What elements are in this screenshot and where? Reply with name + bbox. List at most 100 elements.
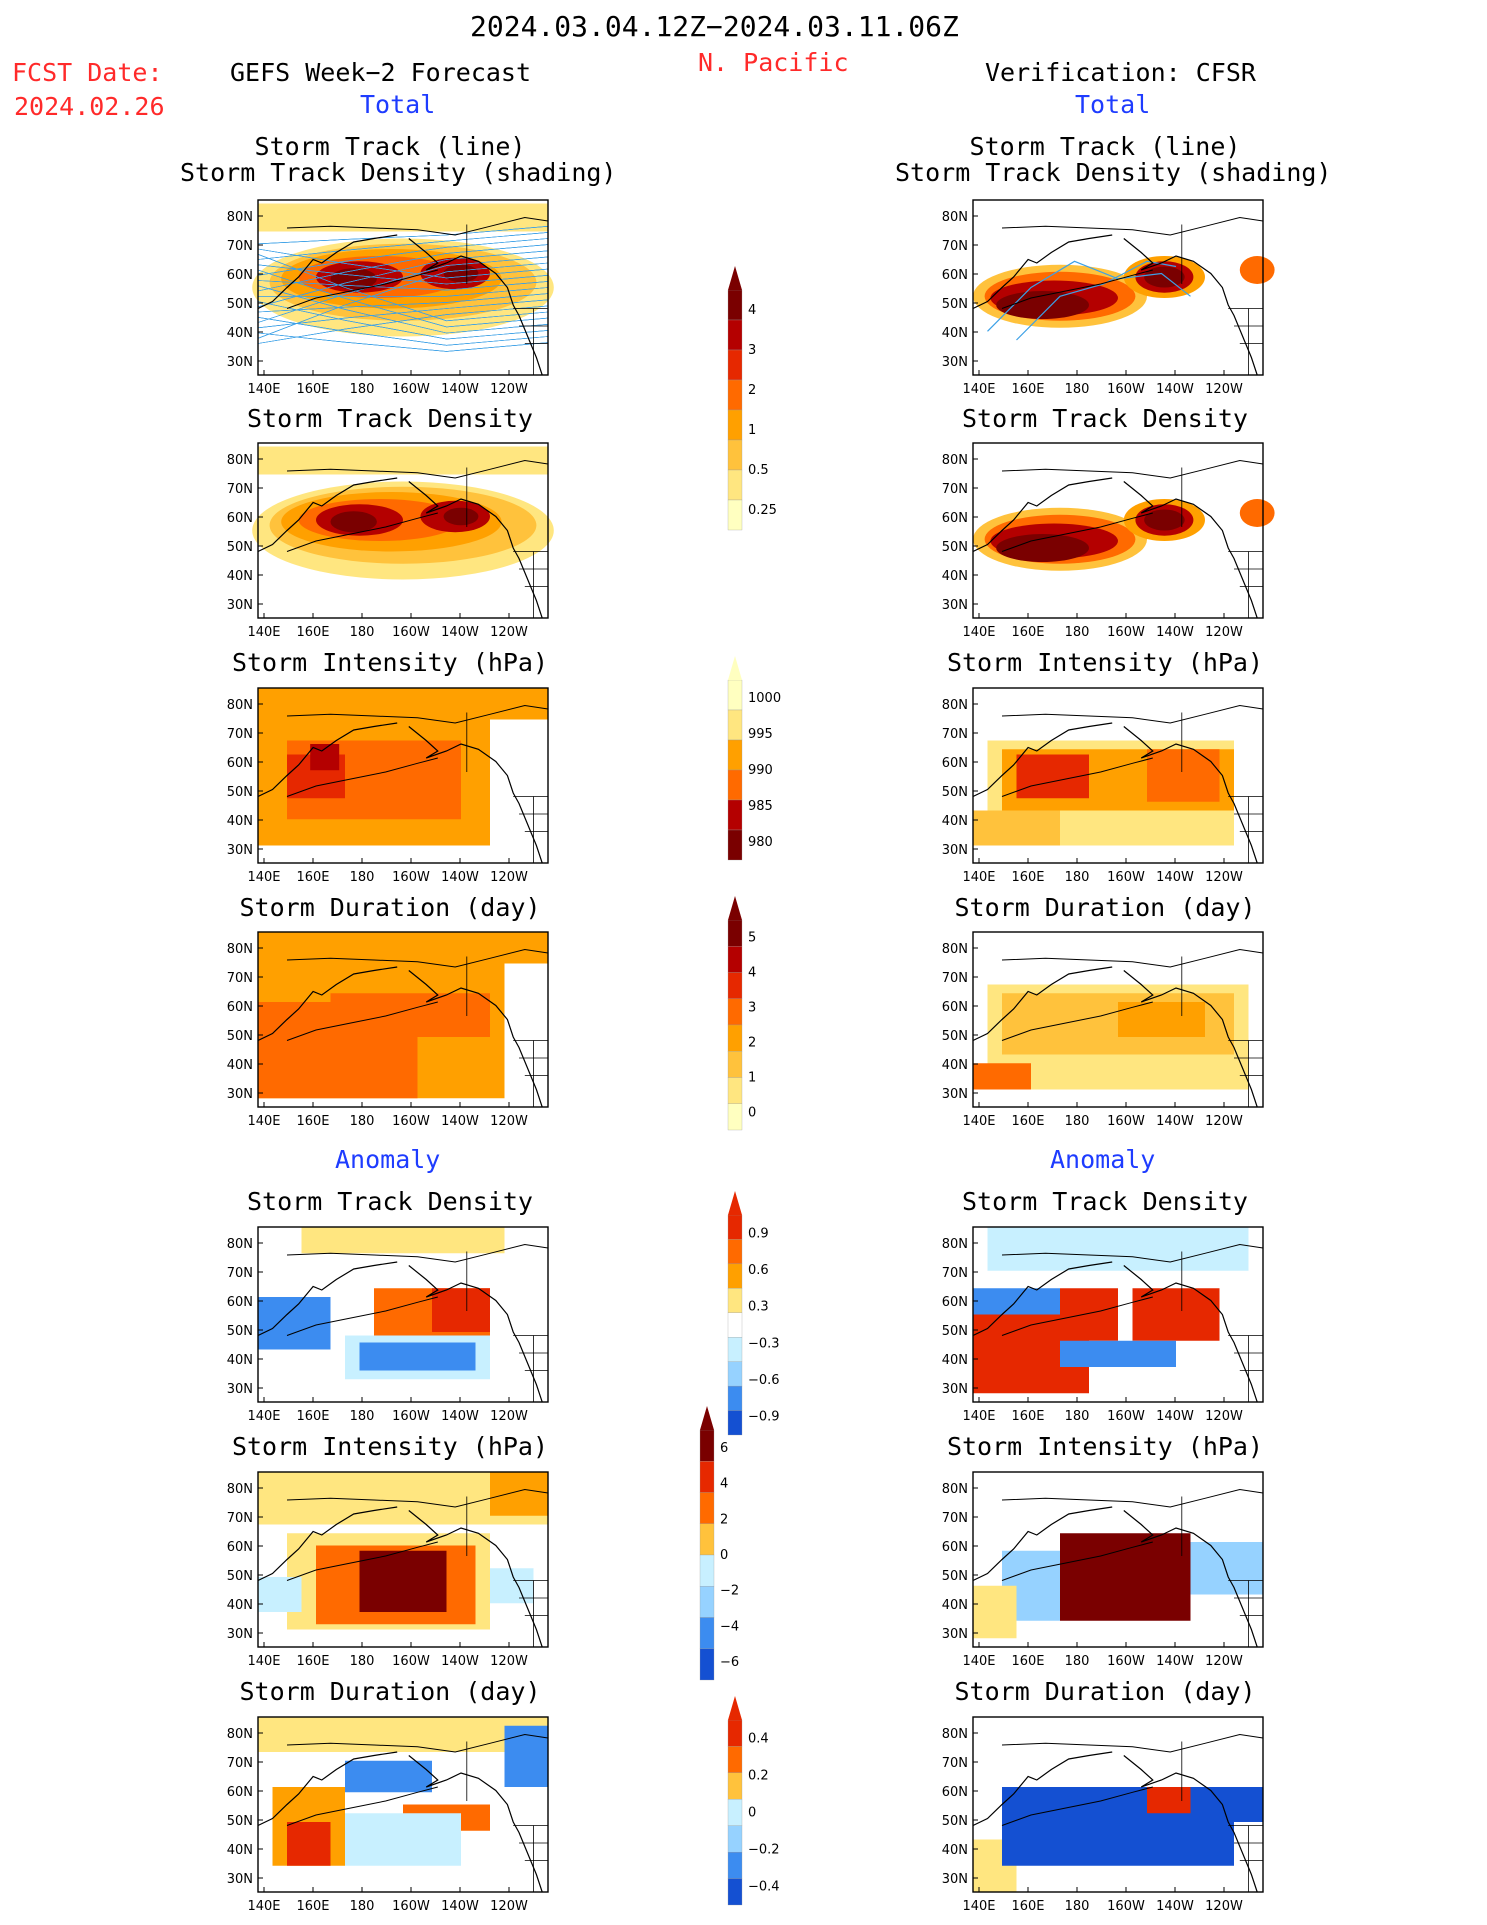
coastline [286,459,549,479]
coastline [1001,1296,1153,1336]
anom-duration-colorbar-label: −0.2 [748,1843,780,1858]
lon-tick-label: 160E [296,382,329,397]
lat-tick-label: 40N [942,1598,968,1613]
lon-tick-label: 140E [247,382,280,397]
intensity-cell [258,688,548,720]
density-colorbar [727,469,743,501]
coastline [1001,1243,1264,1263]
lat-tick-label: 60N [227,1295,253,1310]
lat-tick-label: 40N [942,814,968,829]
lat-tick-label: 80N [942,210,968,225]
coastline [1123,1755,1258,1893]
density-contour [1144,266,1185,288]
map-frame [972,1716,1264,1893]
lon-tick-label: 140W [1156,625,1194,640]
lat-tick-label: 40N [227,814,253,829]
anom-intensity-colorbar [699,1492,715,1524]
density-colorbar [727,409,743,441]
map-frame [257,687,549,864]
lon-tick-label: 180 [1065,1114,1090,1129]
map-frame [972,199,1264,376]
coastline [1123,1510,1258,1648]
lon-tick-label: 140W [1156,1114,1194,1129]
lon-tick-label: 180 [350,625,375,640]
lon-tick-label: 140E [247,1114,280,1129]
coastline [408,481,543,619]
map-frame [972,1226,1264,1403]
anom-density-colorbar [727,1214,743,1240]
lon-tick-label: 120W [490,1899,528,1914]
lon-tick-label: 120W [490,1409,528,1424]
anom-intensity-colorbar-label: 6 [720,1441,728,1456]
lat-tick-label: 60N [942,1540,968,1555]
lat-tick-label: 50N [227,1324,253,1339]
lat-tick-label: 50N [227,1569,253,1584]
lat-tick-label: 80N [227,942,253,957]
anom-density-colorbar [727,1312,743,1338]
panel-title: Storm Duration (day) [954,893,1256,922]
anom-intensity-colorbar-label: −4 [720,1619,739,1634]
track-line [987,260,1191,332]
anom-duration-colorbar-label: −0.4 [748,1880,780,1895]
lon-tick-label: 120W [1205,870,1243,885]
anom-density-colorbar-label: −0.6 [748,1373,780,1388]
anom-intensity-colorbar [699,1554,715,1587]
anom-intensity-colorbar [699,1461,715,1493]
lat-tick-label: 70N [227,727,253,742]
region-label: N. Pacific [698,48,849,77]
anom-density-colorbar [727,1385,743,1411]
duration-colorbar [727,1077,743,1104]
lon-tick-label: 140E [247,1654,280,1669]
anom-intensity-colorbar-label: 2 [720,1512,728,1527]
panel-title: Storm Duration (day) [954,1677,1256,1706]
lon-tick-label: 140W [441,1409,479,1424]
lon-tick-label: 140E [247,1409,280,1424]
lat-tick-label: 30N [942,1087,968,1102]
coastline [1001,1001,1153,1041]
lon-tick-label: 140E [962,1654,995,1669]
fcst-date-label: FCST Date: [12,58,163,87]
coastline [286,1786,438,1826]
track-line [257,250,549,308]
intensity-colorbar [727,799,743,831]
lat-tick-label: 70N [227,1511,253,1526]
right-column-title: Verification: CFSR [985,58,1256,87]
track-line [257,280,549,291]
density-colorbar [727,439,743,471]
lat-tick-label: 70N [942,1756,968,1771]
duration-colorbar [727,919,743,947]
lat-tick-label: 40N [227,569,253,584]
density-contour [330,268,377,290]
lat-tick-label: 30N [227,843,253,858]
track-line [1016,260,1177,341]
intensity-cell [973,810,1060,846]
lon-tick-label: 140E [962,625,995,640]
track-line [257,264,549,285]
lat-tick-label: 50N [942,297,968,312]
duration-colorbar [727,1103,743,1131]
anom-duration-colorbar [727,1878,743,1906]
coastline [1001,1733,1264,1753]
map-frame [972,442,1264,619]
track-line [257,262,549,339]
lon-tick-label: 140E [247,1899,280,1914]
lat-tick-label: 40N [942,1843,968,1858]
lat-tick-label: 30N [942,1382,968,1397]
intensity-colorbar [727,769,743,801]
lat-tick-label: 70N [942,1511,968,1526]
lat-tick-label: 40N [942,326,968,341]
left-column-title: GEFS Week−2 Forecast [230,58,532,87]
anom-duration-colorbar [727,1825,743,1853]
density-colorbar-label: 3 [748,343,756,358]
left-anomaly-label: Anomaly [335,1145,441,1174]
track-line [258,287,549,297]
density-contour [996,291,1089,319]
lon-tick-label: 140W [1156,1899,1194,1914]
lat-tick-label: 80N [227,1482,253,1497]
lon-tick-label: 140W [1156,382,1194,397]
lat-tick-label: 70N [227,1266,253,1281]
intensity-colorbar [727,679,743,711]
duration-colorbar-label: 2 [748,1036,756,1051]
density-contour [1239,256,1275,284]
lat-tick-label: 60N [227,756,253,771]
